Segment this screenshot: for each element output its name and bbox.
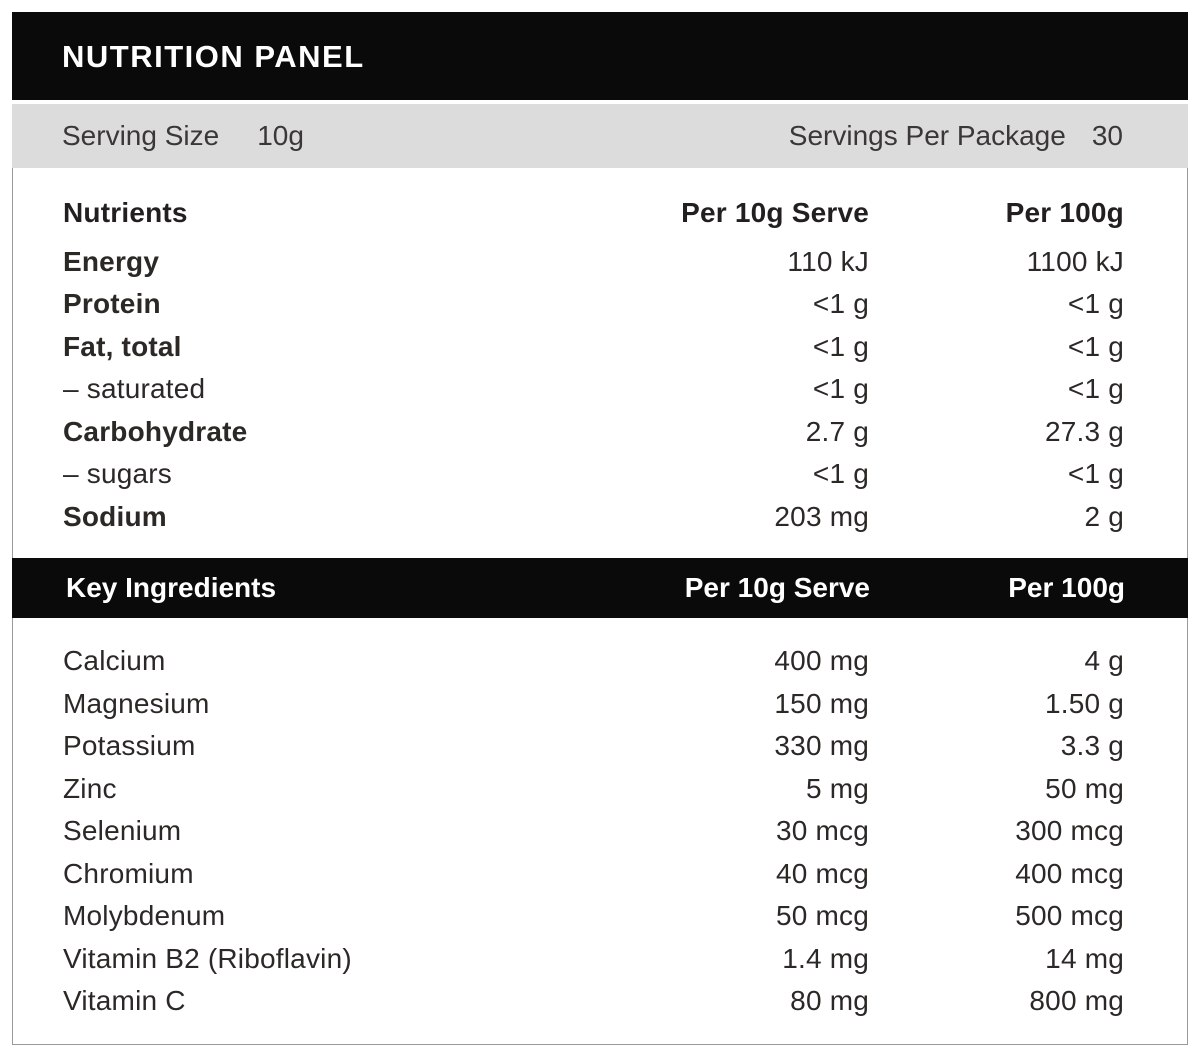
per-100g-value: 300 mcg	[1015, 815, 1124, 847]
per-serve-value: 5 mg	[805, 772, 869, 804]
table-row: – saturated <1 g <1 g	[13, 368, 1187, 411]
key-ingredients-column-header: Key Ingredients	[66, 572, 277, 603]
per-100g-value: 500 mcg	[1015, 900, 1124, 932]
row-name: Fat, total	[63, 330, 182, 362]
row-name: Protein	[63, 288, 161, 320]
servings-per-package-group: Servings Per Package 30	[789, 120, 1123, 152]
row-name: – sugars	[63, 458, 172, 490]
serving-size-value: 10g	[257, 120, 304, 151]
table-row: Carbohydrate 2.7 g 27.3 g	[13, 411, 1187, 454]
table-row: Vitamin B2 (Riboflavin) 1.4 mg 14 mg	[13, 938, 1187, 981]
row-name: Selenium	[63, 815, 182, 847]
nutrients-header-row: Nutrients Per 10g Serve Per 100g	[13, 192, 1187, 235]
table-row: Chromium 40 mcg 400 mcg	[13, 853, 1187, 896]
per-serve-value: 80 mg	[790, 985, 869, 1017]
per-100g-value: 400 mcg	[1015, 857, 1124, 889]
row-name: Magnesium	[63, 687, 210, 719]
table-row: Magnesium 150 mg 1.50 g	[13, 683, 1187, 726]
per-serve-value: 30 mcg	[775, 815, 869, 847]
per-100g-value: 27.3 g	[1044, 415, 1124, 447]
panel-title-bar: NUTRITION PANEL	[12, 12, 1188, 100]
key-ingredients-section: Calcium 400 mg 4 g Magnesium 150 mg 1.50…	[12, 618, 1188, 1045]
table-row: Energy 110 kJ 1100 kJ	[13, 241, 1187, 284]
table-row: Calcium 400 mg 4 g	[13, 640, 1187, 683]
per-serve-value: 40 mcg	[775, 857, 869, 889]
nutrition-panel: NUTRITION PANEL Serving Size 10g Serving…	[12, 12, 1188, 1045]
serving-info-bar: Serving Size 10g Servings Per Package 30	[12, 104, 1188, 168]
row-name: Potassium	[63, 730, 196, 762]
nutrients-column-header: Nutrients	[63, 197, 188, 229]
row-name: Energy	[63, 245, 160, 277]
row-name: Zinc	[63, 772, 117, 804]
key-ingredients-rows: Calcium 400 mg 4 g Magnesium 150 mg 1.50…	[13, 640, 1187, 1023]
table-row: Fat, total <1 g <1 g	[13, 326, 1187, 369]
table-row: Potassium 330 mg 3.3 g	[13, 725, 1187, 768]
table-row: – sugars <1 g <1 g	[13, 453, 1187, 496]
per-100g-value: <1 g	[1067, 373, 1124, 405]
per-100g-value: 50 mg	[1045, 772, 1124, 804]
row-name: Vitamin C	[63, 985, 186, 1017]
per-serve-value: <1 g	[812, 458, 869, 490]
table-row: Selenium 30 mcg 300 mcg	[13, 810, 1187, 853]
row-name: Sodium	[63, 500, 167, 532]
table-row: Sodium 203 mg 2 g	[13, 496, 1187, 539]
per-100g-value: 14 mg	[1045, 942, 1124, 974]
per-100g-column-header: Per 100g	[1008, 572, 1125, 603]
row-name: Chromium	[63, 857, 194, 889]
per-100g-value: 2 g	[1084, 500, 1124, 532]
panel-title: NUTRITION PANEL	[62, 38, 365, 74]
per-serve-value: <1 g	[812, 373, 869, 405]
row-name: Molybdenum	[63, 900, 226, 932]
per-serve-column-header: Per 10g Serve	[684, 572, 870, 603]
per-serve-value: <1 g	[812, 288, 869, 320]
row-name: Carbohydrate	[63, 415, 248, 447]
row-name: Calcium	[63, 645, 166, 677]
table-row: Vitamin C 80 mg 800 mg	[13, 980, 1187, 1023]
per-serve-value: 203 mg	[774, 500, 869, 532]
per-serve-value: 150 mg	[774, 687, 869, 719]
per-serve-value: <1 g	[812, 330, 869, 362]
servings-per-package-value: 30	[1091, 120, 1123, 151]
per-100g-value: <1 g	[1067, 458, 1124, 490]
per-100g-value: 800 mg	[1029, 985, 1124, 1017]
table-row: Zinc 5 mg 50 mg	[13, 768, 1187, 811]
per-100g-value: 4 g	[1084, 645, 1124, 677]
per-100g-value: 1.50 g	[1044, 687, 1124, 719]
per-100g-value: 3.3 g	[1060, 730, 1124, 762]
table-row: Molybdenum 50 mcg 500 mcg	[13, 895, 1187, 938]
per-100g-value: <1 g	[1067, 288, 1124, 320]
row-name: Vitamin B2 (Riboflavin)	[63, 942, 352, 974]
per-serve-value: 2.7 g	[805, 415, 869, 447]
per-serve-value: 110 kJ	[787, 245, 869, 277]
table-row: Protein <1 g <1 g	[13, 283, 1187, 326]
key-ingredients-header-bar: Key Ingredients Per 10g Serve Per 100g	[12, 558, 1188, 618]
per-serve-value: 330 mg	[774, 730, 869, 762]
per-100g-value: <1 g	[1067, 330, 1124, 362]
row-name: – saturated	[63, 373, 206, 405]
per-100g-column-header: Per 100g	[1005, 197, 1124, 229]
per-serve-value: 1.4 mg	[782, 942, 869, 974]
serving-size-label: Serving Size	[62, 120, 220, 151]
per-serve-column-header: Per 10g Serve	[681, 197, 869, 229]
per-serve-value: 50 mcg	[775, 900, 869, 932]
per-100g-value: 1100 kJ	[1026, 245, 1124, 277]
nutrients-rows: Energy 110 kJ 1100 kJ Protein <1 g <1 g …	[13, 241, 1187, 539]
nutrients-section: Nutrients Per 10g Serve Per 100g Energy …	[12, 168, 1188, 558]
serving-size-group: Serving Size 10g	[62, 120, 304, 152]
per-serve-value: 400 mg	[774, 645, 869, 677]
servings-per-package-label: Servings Per Package	[788, 120, 1066, 151]
